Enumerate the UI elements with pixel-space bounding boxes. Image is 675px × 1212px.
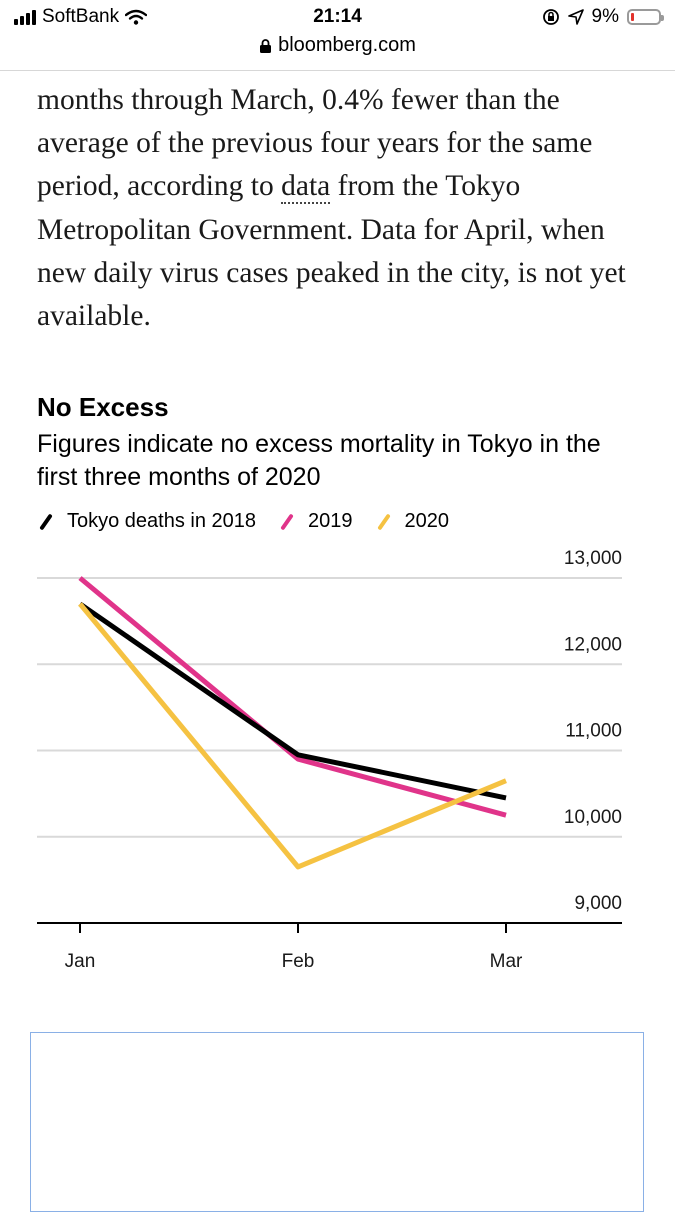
legend-label-2018: Tokyo deaths in 2018 (67, 510, 257, 532)
carrier-name: SoftBank (42, 6, 120, 27)
series-line-2020 (78, 602, 507, 870)
signal-icon (14, 9, 36, 25)
legend-swatch-2020 (376, 512, 391, 531)
location-arrow-icon (567, 9, 584, 25)
article-paragraph: months through March, 0.4% fewer than th… (37, 79, 637, 338)
battery-icon (627, 9, 664, 25)
series-line-2018 (78, 601, 507, 801)
paragraph-text-end: from the Tokyo Metropolitan Government. … (37, 170, 626, 333)
legend-item-2018: Tokyo deaths in 2018 (37, 510, 256, 533)
embedded-frame (30, 1032, 644, 1212)
legend-label-2019: 2019 (308, 510, 353, 532)
x-tick-label-feb: Feb (282, 951, 315, 972)
url-bar[interactable]: bloomberg.com (0, 34, 675, 68)
chart-legend: Tokyo deaths in 2018 2019 2020 (37, 510, 471, 533)
legend-label-2020: 2020 (404, 510, 450, 532)
y-tick-label-11000: 11,000 (565, 721, 622, 742)
y-tick-label-10000: 10,000 (564, 807, 622, 828)
legend-item-2020: 2020 (375, 510, 450, 533)
lock-icon (260, 38, 272, 53)
wifi-icon (125, 9, 148, 25)
y-tick-label-12000: 12,000 (564, 634, 622, 655)
chart-subtitle: Figures indicate no excess mortality in … (37, 430, 601, 491)
status-bar: SoftBank 21:14 9% (0, 0, 675, 36)
legend-swatch-2019 (280, 512, 294, 531)
data-link[interactable]: data (281, 170, 331, 205)
legend-item-2019: 2019 (278, 510, 353, 533)
status-left: SoftBank (14, 6, 148, 28)
series-line-2019 (78, 576, 507, 818)
line-chart: 13,000 12,000 11,000 10,000 9,000 Jan Feb Mar (37, 548, 622, 972)
y-tick-label-9000: 9,000 (574, 893, 622, 914)
paragraph-text-start: months through March, 0.4% fewer than th… (37, 84, 593, 203)
y-tick-label-13000: 13,000 (564, 548, 622, 569)
url-bar-divider (0, 70, 675, 71)
x-tick-label-mar: Mar (490, 951, 523, 972)
url-domain: bloomberg.com (278, 34, 416, 56)
status-time: 21:14 (313, 6, 362, 27)
x-tick-label-jan: Jan (65, 951, 96, 972)
orientation-lock-icon (542, 9, 559, 25)
legend-swatch-2018 (39, 512, 53, 531)
status-right: 9% (542, 6, 664, 28)
chart-title: No Excess (37, 392, 169, 422)
battery-percent: 9% (591, 6, 619, 27)
